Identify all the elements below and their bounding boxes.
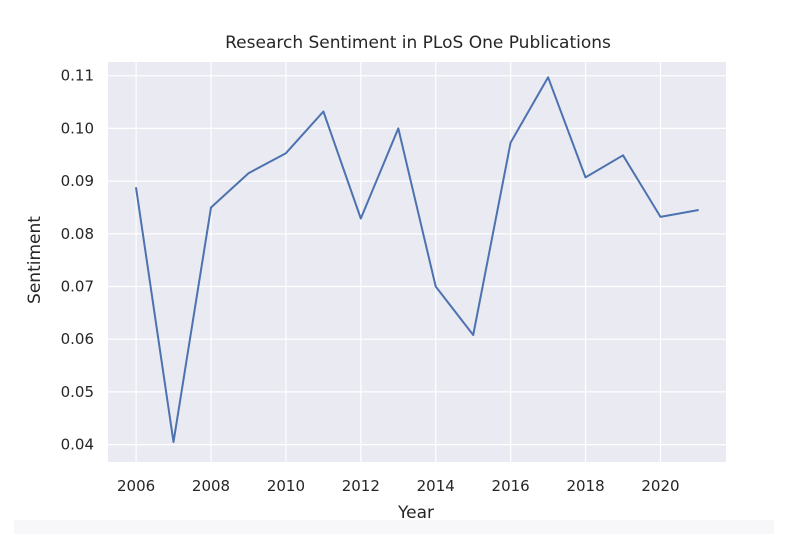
data-point xyxy=(585,176,587,178)
data-point xyxy=(397,127,399,129)
figure-bottom-band xyxy=(14,520,774,534)
chart-title: Research Sentiment in PLoS One Publicati… xyxy=(225,33,611,53)
data-point xyxy=(472,334,474,336)
y-tick-label: 0.05 xyxy=(61,383,94,401)
data-point xyxy=(135,187,137,189)
data-point xyxy=(435,286,437,288)
data-point xyxy=(285,152,287,154)
x-tick-label: 2016 xyxy=(492,477,530,495)
x-tick-label: 2020 xyxy=(641,477,679,495)
data-point xyxy=(360,218,362,220)
y-axis-label: Sentiment xyxy=(25,216,45,304)
series-line xyxy=(135,76,699,443)
data-point xyxy=(659,216,661,218)
data-point xyxy=(510,142,512,144)
x-axis-label: Year xyxy=(397,503,434,523)
series-layer xyxy=(135,76,699,443)
x-tick-label: 2014 xyxy=(417,477,455,495)
data-point xyxy=(173,441,175,443)
gridlines xyxy=(108,62,726,462)
data-point xyxy=(210,206,212,208)
data-point xyxy=(622,154,624,156)
x-axis-ticks: 2006 2008 2010 2012 2014 2016 2018 2020 xyxy=(117,477,680,495)
x-tick-label: 2012 xyxy=(342,477,380,495)
y-tick-label: 0.11 xyxy=(61,67,94,85)
y-tick-label: 0.07 xyxy=(61,278,94,296)
data-point xyxy=(697,209,699,211)
y-tick-label: 0.06 xyxy=(61,330,94,348)
y-tick-label: 0.10 xyxy=(61,119,94,137)
x-tick-label: 2010 xyxy=(267,477,305,495)
data-point xyxy=(322,111,324,113)
data-point xyxy=(547,76,549,78)
data-point xyxy=(247,172,249,174)
plot-area xyxy=(108,62,726,462)
y-tick-label: 0.08 xyxy=(61,225,94,243)
x-tick-label: 2006 xyxy=(117,477,155,495)
y-axis-ticks: 0.04 0.05 0.06 0.07 0.08 0.09 0.10 0.11 xyxy=(61,67,94,454)
x-tick-label: 2008 xyxy=(192,477,230,495)
x-tick-label: 2018 xyxy=(566,477,604,495)
y-tick-label: 0.04 xyxy=(61,436,94,454)
y-tick-label: 0.09 xyxy=(61,172,94,190)
